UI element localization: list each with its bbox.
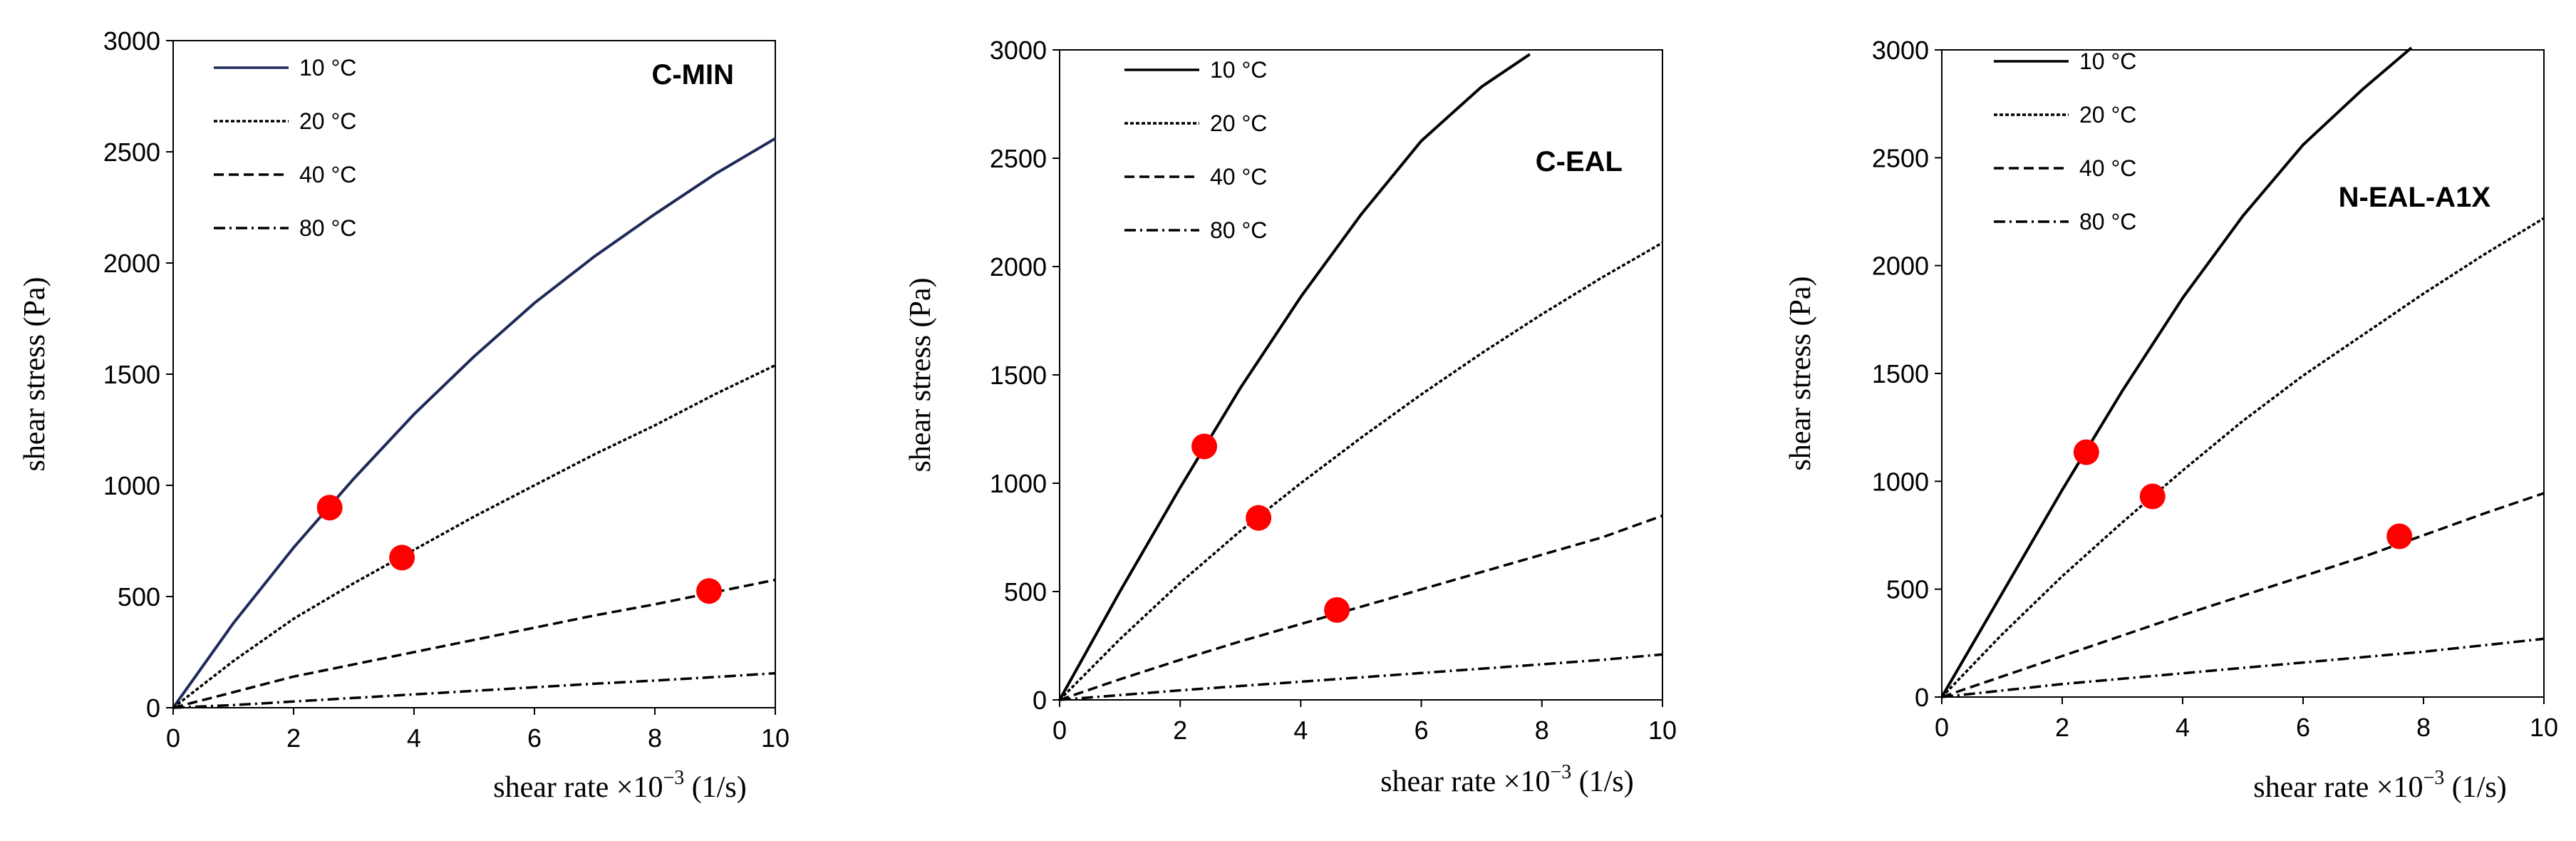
series-line-80c [1941, 637, 2545, 698]
series-line-10c [172, 137, 777, 709]
legend-label: 40 °C [299, 162, 356, 187]
plot-frame [1941, 49, 2545, 698]
x-axis-label-unit: (1/s) [2444, 771, 2507, 804]
critical-point-marker [2073, 439, 2099, 465]
plot-frame [172, 40, 776, 708]
y-tick-label: 0 [1033, 686, 1047, 715]
x-tick-label: 6 [2296, 713, 2310, 742]
y-axis-label: shear stress (Pa) [19, 277, 51, 472]
x-tick-label: 8 [1535, 716, 1549, 745]
x-tick-label: 4 [1293, 716, 1308, 745]
x-axis-label-exponent: −3 [663, 767, 684, 789]
y-tick-label: 1000 [990, 469, 1047, 498]
x-axis-label-unit: (1/s) [1571, 765, 1634, 798]
x-tick-label: 0 [166, 723, 180, 753]
x-axis-label: shear rate ×10−3 (1/s) [1380, 761, 1634, 798]
x-axis-label-exponent: −3 [1550, 761, 1571, 783]
x-tick-label: 6 [1414, 716, 1429, 745]
series-line-40c [1059, 514, 1663, 701]
critical-point-marker [2139, 483, 2166, 510]
chart-panel-3: 0 500 1000 1500 2000 2500 3000 0 2 4 6 8 10 shear str… [1784, 36, 2558, 804]
y-tick-label: 1500 [990, 361, 1047, 390]
y-tick-label: 2000 [103, 249, 160, 278]
y-tick-label: 500 [118, 582, 160, 612]
legend-label: 40 °C [1210, 164, 1267, 190]
legend-label: 80 °C [2079, 209, 2136, 234]
x-tick-label: 10 [761, 723, 790, 753]
critical-point-marker [316, 495, 343, 521]
x-tick-label: 4 [407, 723, 421, 753]
critical-point-marker [1324, 597, 1350, 623]
legend-label: 20 °C [299, 108, 356, 134]
y-axis-label: shear stress (Pa) [904, 278, 937, 473]
chart-title: C-EAL [1536, 146, 1623, 177]
x-tick-label: 2 [2055, 713, 2069, 742]
chart-panel-2: 0 500 1000 1500 2000 2500 3000 0 2 4 6 8 10 shear str… [904, 36, 1677, 798]
x-tick-label: 2 [1173, 716, 1187, 745]
x-axis-label-unit: (1/s) [684, 771, 747, 804]
y-tick-label: 1000 [1872, 467, 1929, 496]
series-line-20c [1940, 217, 2545, 698]
x-tick-label: 8 [2416, 713, 2431, 742]
x-axis-label-base: shear rate ×10 [2253, 771, 2423, 804]
x-axis-label: shear rate ×10−3 (1/s) [493, 767, 747, 804]
legend-label: 10 °C [2079, 48, 2136, 74]
x-axis-label: shear rate ×10−3 (1/s) [2253, 767, 2507, 804]
x-tick-label: 4 [2176, 713, 2190, 742]
y-tick-label: 3000 [103, 26, 160, 56]
x-tick-label: 0 [1052, 716, 1067, 745]
y-tick-label: 0 [1915, 683, 1929, 712]
legend-label: 20 °C [1210, 110, 1267, 136]
x-axis-label-exponent: −3 [2423, 767, 2444, 789]
critical-point-marker [2386, 523, 2413, 550]
y-tick-label: 500 [1004, 577, 1047, 607]
series-line-20c [1058, 242, 1663, 701]
y-tick-label: 1500 [103, 360, 160, 389]
y-tick-label: 3000 [990, 36, 1047, 65]
x-tick-label: 10 [2530, 713, 2558, 742]
series-line-20c [172, 363, 776, 709]
y-axis-label: shear stress (Pa) [1784, 277, 1817, 471]
legend-label: 80 °C [1210, 217, 1267, 243]
critical-point-marker [696, 578, 723, 604]
legend-label: 20 °C [2079, 102, 2136, 128]
series-line-80c [1059, 653, 1663, 701]
legend-label: 40 °C [2079, 155, 2136, 181]
x-tick-label: 6 [527, 723, 542, 753]
critical-point-marker [1246, 505, 1272, 531]
legend-label: 10 °C [299, 55, 356, 81]
y-tick-label: 2500 [1872, 143, 1929, 172]
series-line-40c [172, 578, 776, 709]
x-tick-label: 8 [648, 723, 662, 753]
x-axis-label-base: shear rate ×10 [493, 771, 663, 804]
x-tick-label: 10 [1648, 716, 1677, 745]
critical-point-marker [1191, 433, 1218, 460]
legend-label: 10 °C [1210, 57, 1267, 83]
y-tick-label: 2000 [1872, 252, 1929, 281]
y-tick-label: 3000 [1872, 36, 1929, 65]
y-tick-label: 2500 [103, 138, 160, 167]
y-tick-label: 1000 [103, 471, 160, 500]
legend-label: 80 °C [299, 215, 356, 241]
series-line-10c [1058, 53, 1531, 701]
series-line-80c [172, 671, 776, 709]
chart-title: N-EAL-A1X [2339, 182, 2491, 213]
y-tick-label: 2000 [990, 252, 1047, 282]
chart-panel-1: 0 500 1000 1500 2000 2500 3000 0 2 4 6 8 10 shear str… [19, 26, 790, 804]
y-tick-label: 2500 [990, 144, 1047, 173]
x-axis-label-base: shear rate ×10 [1380, 765, 1550, 798]
series-line-40c [1941, 492, 2545, 698]
x-tick-label: 2 [286, 723, 301, 753]
y-tick-label: 0 [146, 693, 160, 723]
y-tick-label: 500 [1886, 575, 1929, 604]
chart-title: C-MIN [651, 59, 734, 91]
series-line-10c [1940, 46, 2413, 698]
x-tick-label: 0 [1935, 713, 1949, 742]
y-tick-label: 1500 [1872, 359, 1929, 388]
critical-point-marker [389, 545, 415, 571]
